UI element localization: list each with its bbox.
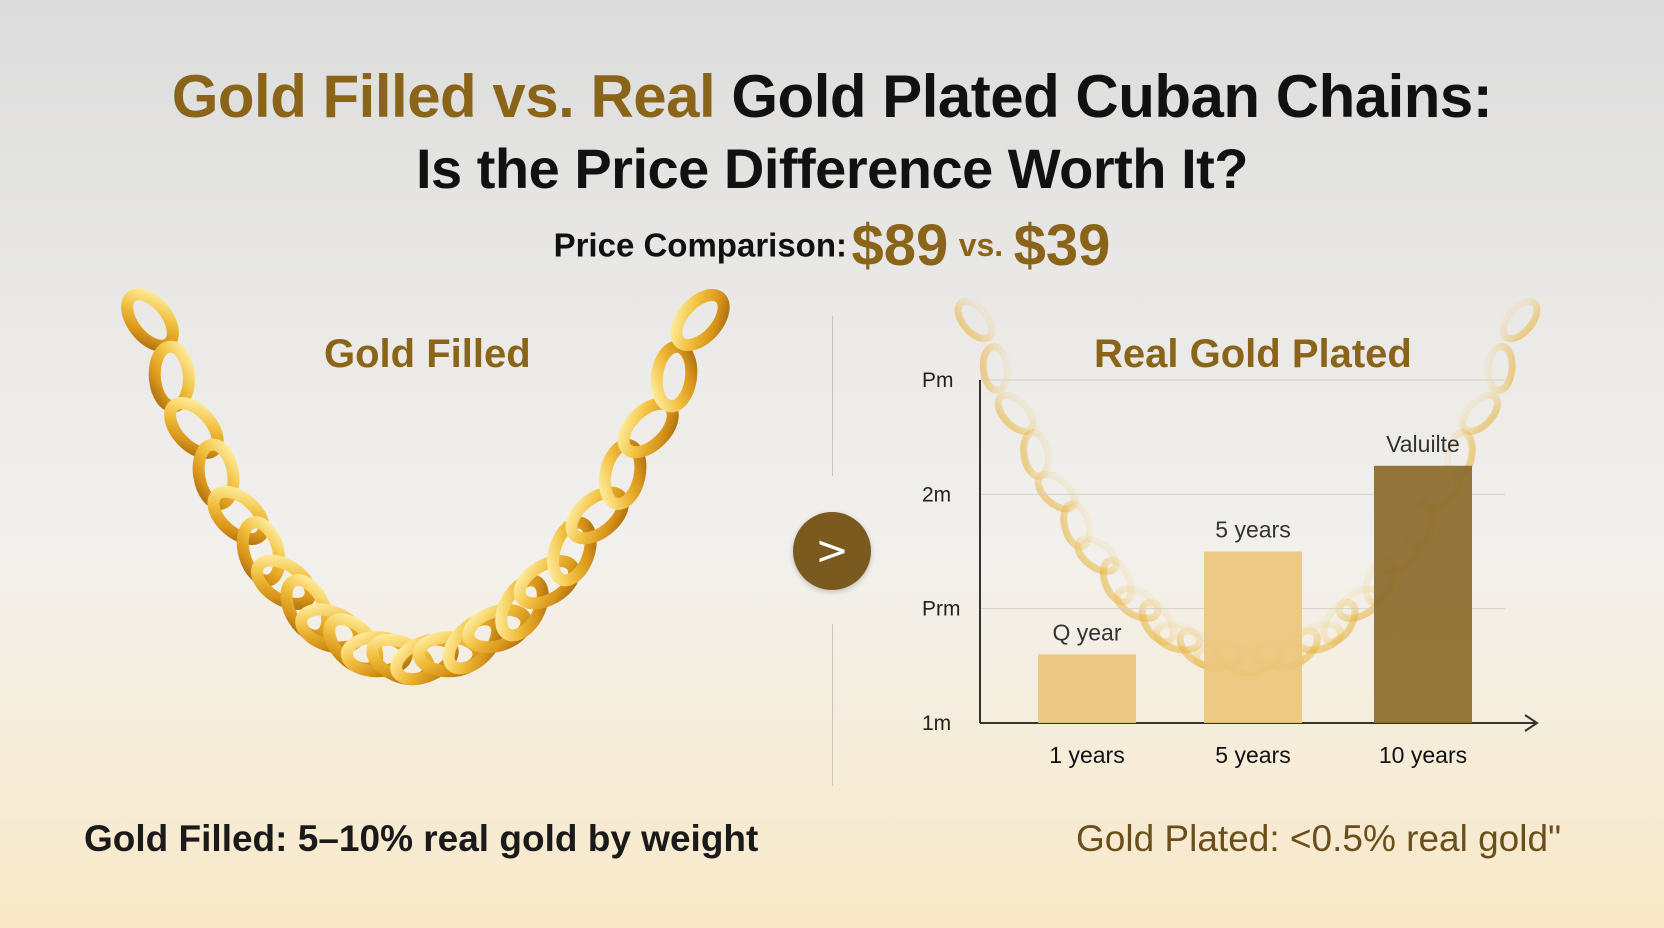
gold-plated-footnote: Gold Plated: <0.5% real gold" (1076, 818, 1562, 859)
bar (1038, 654, 1136, 723)
chain-link (979, 343, 1012, 394)
bar-label: Valuilte (1386, 431, 1460, 457)
chevron-right-icon: > (815, 528, 849, 574)
compare-next-button[interactable]: > (793, 512, 871, 590)
price-vs: vs. (958, 227, 1004, 263)
bar (1204, 551, 1302, 723)
gold-plated-price: $39 (1013, 213, 1111, 278)
chain-link (1153, 620, 1203, 654)
chain-link (547, 516, 597, 587)
page-title-line-1: Gold Filled vs. Real Gold Plated Cuban C… (0, 62, 1664, 131)
x-tick-label: 1 years (1049, 742, 1124, 768)
gold-plated-title: Real Gold Plated (1094, 332, 1412, 376)
chain-link (994, 391, 1037, 435)
bar-label: 5 years (1215, 517, 1290, 543)
x-tick-label: 5 years (1215, 742, 1290, 768)
gold-filled-title: Gold Filled (324, 332, 531, 376)
y-tick-label: Prm (922, 598, 961, 621)
chain-link (650, 340, 698, 413)
price-comparison: Price Comparison: $89 vs. $39 (0, 212, 1664, 279)
gold-filled-footnote: Gold Filled: 5–10% real gold by weight (84, 818, 759, 859)
chain-link (1074, 535, 1120, 575)
chain-link (1484, 343, 1516, 394)
bar (1374, 465, 1472, 723)
chain-link (236, 516, 286, 587)
chain-link (280, 574, 334, 642)
chain-link (1060, 500, 1094, 551)
chain-link (670, 288, 730, 352)
chain-link (513, 555, 581, 610)
chain-link (565, 486, 629, 545)
panel-divider (832, 624, 833, 786)
gold-filled-chain-icon (121, 288, 730, 686)
chain-link (442, 613, 504, 675)
chain-link (1499, 297, 1541, 343)
title-rest: Gold Plated Cuban Chains: (731, 63, 1493, 130)
gold-filled-price: $89 (851, 213, 949, 278)
title-highlight: Gold Filled vs. Real (171, 63, 716, 130)
x-axis-arrow-icon (1524, 714, 1539, 732)
chain-link (1099, 556, 1135, 606)
chain-link (954, 297, 996, 343)
page-title-line-2: Is the Price Difference Worth It? (416, 137, 1248, 200)
x-tick-label: 10 years (1379, 742, 1467, 768)
chain-link (192, 438, 240, 511)
chain-link (495, 574, 549, 642)
y-tick-label: 1m (922, 712, 951, 735)
value-bar-chart: 1m Prm 2m Pm Q year 1 years 5 years 5 years Valu… (922, 369, 1539, 768)
panel-divider (832, 316, 833, 476)
y-tick-label: 2m (922, 483, 951, 506)
chain-link (462, 603, 533, 654)
bar-label: Q year (1052, 619, 1121, 645)
chain-link (1320, 599, 1359, 646)
chain-link (1459, 391, 1501, 435)
price-comparison-label: Price Comparison: (553, 226, 847, 264)
chain-link (250, 554, 317, 610)
chain-link (207, 485, 270, 546)
chain-link (1113, 585, 1162, 622)
chain-link (1138, 599, 1177, 646)
y-tick-label: Pm (922, 369, 954, 392)
